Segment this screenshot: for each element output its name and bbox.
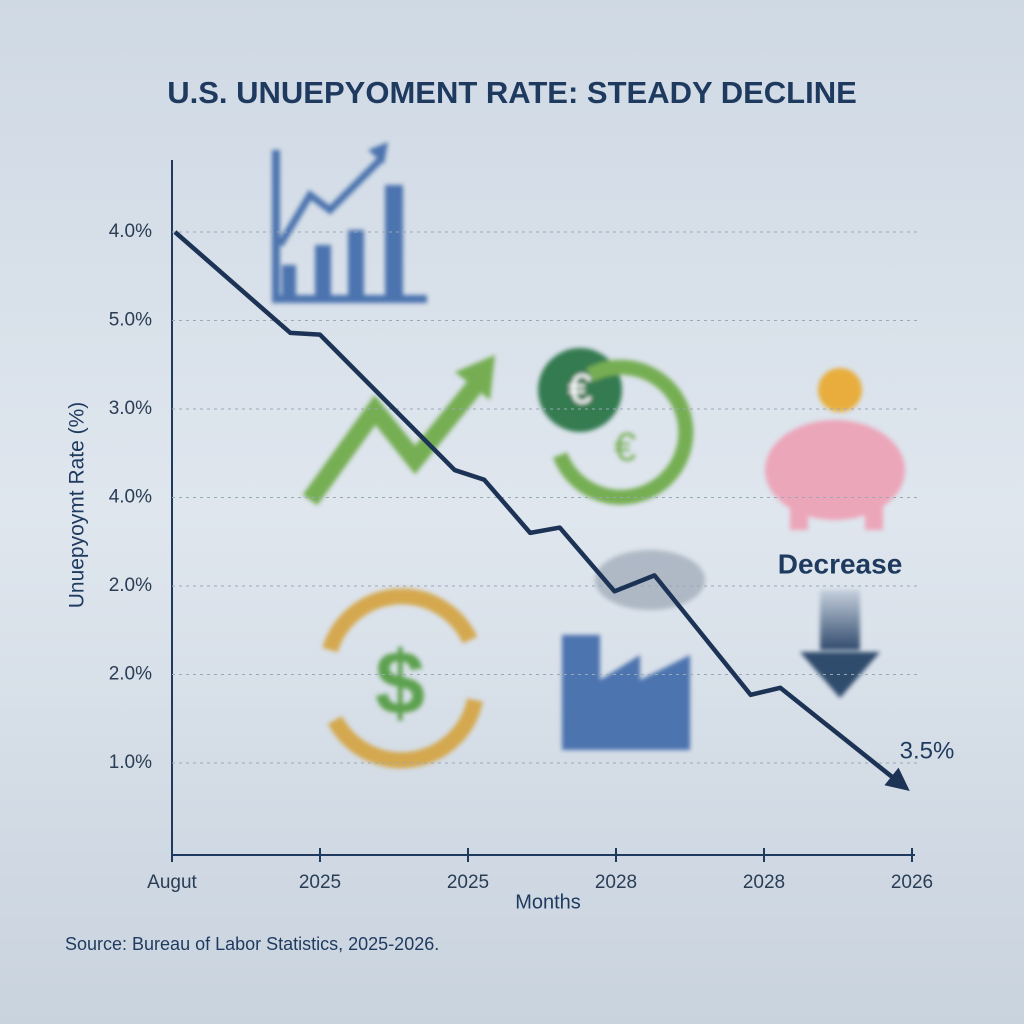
arrow-head [884, 767, 910, 792]
svg-text:$: $ [375, 634, 425, 734]
y-axis-label: Unuepyoymt Rate (%) [66, 402, 89, 609]
annotation: Decrease [778, 548, 903, 579]
x-tick-label: 2028 [595, 872, 637, 893]
y-tick-label: 5.0% [109, 310, 152, 331]
x-tick-label: 2028 [743, 872, 785, 893]
x-tick-label: 2025 [299, 872, 341, 893]
x-axis-label: Months [515, 891, 581, 913]
y-tick-label: 2.0% [109, 575, 152, 596]
y-tick-label: 4.0% [109, 487, 152, 508]
x-tick-label: Augut [147, 872, 197, 893]
annotation: 3.5% [900, 737, 955, 764]
y-tick-label: 1.0% [109, 752, 152, 773]
svg-text:€: € [568, 365, 591, 412]
svg-text:€: € [614, 426, 636, 470]
y-tick-label: 4.0% [109, 221, 152, 242]
x-tick-label: 2025 [447, 872, 489, 893]
line [173, 230, 898, 782]
y-tick-label: 2.0% [109, 664, 152, 685]
y-tick-label: 3.0% [109, 398, 152, 419]
chart-title: U.S. UNUEPYOMENT RATE: STEADY DECLINE [167, 75, 857, 110]
icons: € € $ [272, 142, 905, 769]
source: Source: Bureau of Labor Statistics, 2025… [65, 934, 439, 954]
x-tick-label: 2026 [891, 872, 933, 893]
